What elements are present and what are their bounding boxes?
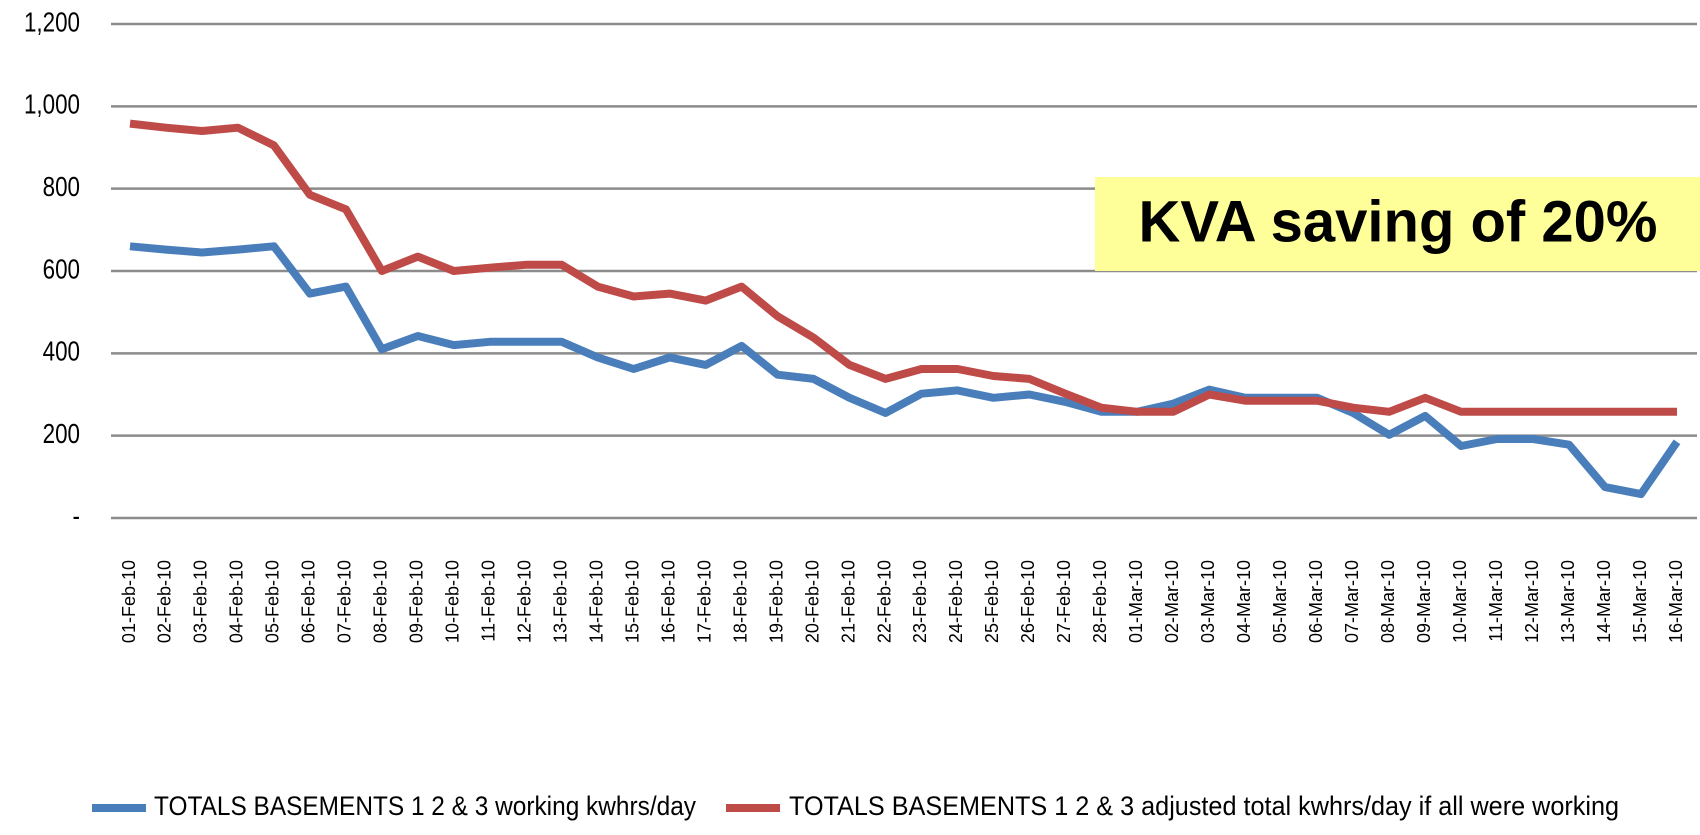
x-tick-label: 25-Feb-10	[982, 560, 1002, 643]
x-tick-label: 11-Feb-10	[479, 560, 499, 642]
x-tick-label: 07-Mar-10	[1342, 560, 1362, 643]
legend-label: TOTALS BASEMENTS 1 2 & 3 adjusted total …	[789, 791, 1619, 821]
y-tick-label: 800	[43, 172, 80, 203]
x-tick-label: 22-Feb-10	[874, 560, 894, 643]
x-tick-label: 06-Feb-10	[299, 560, 319, 643]
x-tick-label: 11-Mar-10	[1486, 560, 1506, 642]
x-tick-label: 27-Feb-10	[1054, 560, 1074, 643]
x-tick-label: 03-Feb-10	[191, 560, 211, 643]
x-tick-label: 04-Feb-10	[227, 560, 247, 643]
x-tick-label: 05-Mar-10	[1270, 560, 1290, 643]
y-tick-label: 400	[43, 336, 80, 367]
x-tick-label: 01-Feb-10	[119, 560, 139, 643]
plot: - 200 400 600 800 1,000 1,200 01-Feb-10 02-Feb-1…	[24, 7, 1697, 821]
x-tick-label: 06-Mar-10	[1306, 560, 1326, 643]
y-tick-label: 600	[43, 254, 80, 285]
x-tick-label: 28-Feb-10	[1090, 560, 1110, 643]
x-tick-label: 10-Mar-10	[1450, 560, 1470, 643]
x-tick-label: 09-Mar-10	[1414, 560, 1434, 643]
x-tick-label: 18-Feb-10	[730, 560, 750, 643]
x-tick-label: 07-Feb-10	[335, 560, 355, 643]
x-tick-label: 24-Feb-10	[946, 560, 966, 643]
x-tick-label: 09-Feb-10	[407, 560, 427, 643]
x-tick-label: 12-Mar-10	[1522, 560, 1542, 643]
x-tick-label: 17-Feb-10	[694, 560, 714, 643]
annotation-box	[1095, 177, 1700, 271]
x-tick-label: 16-Mar-10	[1666, 560, 1686, 643]
x-tick-label: 19-Feb-10	[766, 560, 786, 643]
x-tick-label: 08-Mar-10	[1378, 560, 1398, 643]
x-tick-label: 13-Mar-10	[1558, 560, 1578, 643]
x-tick-label: 14-Mar-10	[1594, 560, 1614, 643]
x-tick-label: 21-Feb-10	[838, 560, 858, 643]
x-tick-label: 04-Mar-10	[1234, 560, 1254, 643]
legend-label: TOTALS BASEMENTS 1 2 & 3 working kwhrs/d…	[154, 791, 696, 821]
y-tick-label: 1,200	[24, 7, 80, 38]
x-tick-label: 16-Feb-10	[658, 560, 678, 643]
x-tick-label: 02-Feb-10	[155, 560, 175, 643]
x-tick-label: 10-Feb-10	[443, 560, 463, 643]
x-tick-label: 15-Feb-10	[622, 560, 642, 643]
x-tick-label: 12-Feb-10	[514, 560, 534, 643]
y-tick-label: 1,000	[24, 89, 80, 120]
y-tick-label: -	[73, 501, 80, 532]
x-tick-label: 03-Mar-10	[1198, 560, 1218, 643]
x-tick-label: 02-Mar-10	[1162, 560, 1182, 643]
x-tick-label: 01-Mar-10	[1126, 560, 1146, 643]
x-tick-label: 13-Feb-10	[550, 560, 570, 643]
x-tick-label: 23-Feb-10	[910, 560, 930, 643]
x-tick-label: 20-Feb-10	[802, 560, 822, 643]
x-tick-label: 14-Feb-10	[586, 560, 606, 643]
annotation: KVA saving of 20%	[1139, 189, 1658, 254]
y-tick-label: 200	[43, 419, 80, 450]
x-tick-label: 15-Mar-10	[1630, 560, 1650, 643]
x-tick-label: 05-Feb-10	[263, 560, 283, 643]
x-tick-label: 08-Feb-10	[371, 560, 391, 643]
x-tick-label: 26-Feb-10	[1018, 560, 1038, 643]
series-line	[129, 242, 1681, 499]
series-line	[129, 119, 1677, 416]
